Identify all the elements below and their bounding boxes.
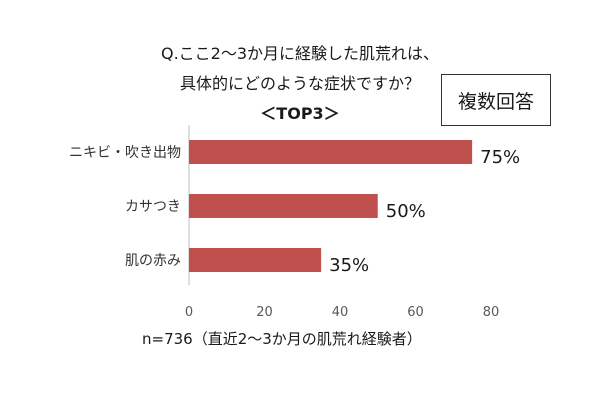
multiple-answer-badge-label: 複数回答: [457, 90, 534, 113]
category-label-3: 肌の赤み: [125, 253, 181, 269]
multiple-answer-badge: 複数回答: [441, 74, 551, 126]
x-tick-label-2: 20: [256, 305, 273, 320]
data-label-2: 50%: [386, 201, 426, 222]
x-tick-label-5: 80: [483, 305, 500, 320]
chart-title-top3: ＜TOP3＞: [260, 104, 340, 123]
chart-title-line1: Q.ここ2～3か月に経験した肌荒れは、: [160, 44, 440, 63]
data-label-3: 35%: [329, 255, 369, 276]
bar-1: [189, 140, 473, 164]
sample-size-note: n=736（直近2～3か月の肌荒れ経験者）: [142, 330, 422, 348]
category-label-1: ニキビ・吹き出物: [69, 145, 181, 161]
chart-title-line2: 具体的にどのような症状ですか？: [179, 74, 420, 93]
bar-2: [189, 194, 378, 218]
bar-3: [189, 248, 322, 272]
x-tick-label-4: 60: [407, 305, 424, 320]
x-tick-label-1: 0: [185, 305, 193, 320]
data-label-1: 75%: [480, 147, 520, 168]
x-tick-label-3: 40: [332, 305, 349, 320]
category-label-2: カサつき: [125, 199, 181, 215]
